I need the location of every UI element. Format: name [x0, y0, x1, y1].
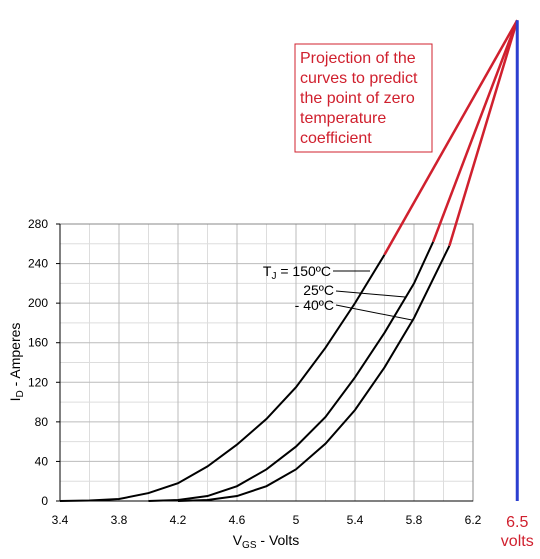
annotation-line: coefficient — [300, 130, 372, 147]
y-tick-label: 280 — [28, 217, 48, 231]
x-tick-label: 4.6 — [229, 513, 246, 527]
y-tick-label: 40 — [35, 454, 49, 468]
label-sub: D — [15, 390, 26, 397]
projection-line — [432, 19, 519, 243]
label-main: T — [263, 263, 272, 279]
y-tick-label: 240 — [28, 257, 48, 271]
label-main: V — [233, 532, 243, 548]
projection-unit-label: volts — [501, 533, 534, 550]
label-rest: = 150ºC — [276, 263, 331, 279]
annotation-line: the point of zero — [300, 90, 415, 107]
annotation-line: Projection of the — [300, 50, 416, 67]
leader-line — [335, 290, 406, 298]
x-tick-label: 3.4 — [52, 513, 69, 527]
label-sub: GS — [242, 540, 257, 551]
series-label: TJ = 150ºC — [263, 263, 331, 282]
annotation: Projection of the curves to predict the po… — [300, 50, 418, 147]
series-line — [59, 254, 386, 502]
y-axis-label: ID - Amperes — [7, 323, 26, 402]
series-label: 25ºC — [303, 282, 334, 298]
ticks: 3.4 3.8 4.2 4.6 5 5.4 5.8 6.2 0 40 80 120 160 200 240 2… — [28, 217, 534, 550]
lines — [59, 19, 519, 502]
series-label: - 40ºC — [295, 297, 334, 313]
annotation-box — [294, 43, 433, 153]
label-rest: - Amperes — [7, 323, 23, 391]
y-tick-label: 0 — [41, 494, 48, 508]
y-tick-label: 120 — [28, 375, 48, 389]
x-axis-label: VGS - Volts — [233, 532, 300, 551]
projection-line — [448, 19, 519, 247]
y-tick-label: 80 — [35, 415, 49, 429]
projection-line — [383, 19, 519, 256]
x-tick-label: 3.8 — [111, 513, 128, 527]
x-tick-label: 5.8 — [406, 513, 423, 527]
x-tick-label: 5.4 — [347, 513, 364, 527]
annotation-line: curves to predict — [300, 70, 418, 87]
series-line — [177, 245, 451, 502]
series-line — [148, 241, 435, 502]
label-main: I — [7, 398, 23, 402]
leader-line — [335, 304, 413, 321]
label-sub: J — [271, 271, 276, 282]
x-tick-label: 6.2 — [465, 513, 482, 527]
y-tick-label: 160 — [28, 336, 48, 350]
label-rest: - Volts — [257, 532, 300, 548]
x-tick-label: 4.2 — [170, 513, 187, 527]
y-tick-label: 200 — [28, 296, 48, 310]
x-tick-label: 5 — [293, 513, 300, 527]
annotation-line: temperature — [300, 110, 386, 127]
projection-x-label: 6.5 — [506, 514, 528, 531]
